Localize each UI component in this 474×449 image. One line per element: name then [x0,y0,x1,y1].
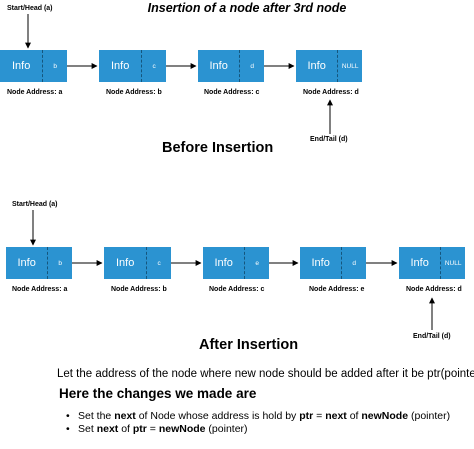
node-next-pointer: c [157,259,161,267]
code-next: next [325,410,347,422]
node-info: Info [99,50,143,82]
after-start-label: Start/Head (a) [12,201,58,208]
before-end-label: End/Tail (d) [310,136,348,143]
before-address-b: Node Address: b [106,89,162,96]
after-node-d: Info NULL [399,247,465,279]
explanation-text: Let the address of the node where new no… [57,368,474,380]
after-node-b: Info c [104,247,171,279]
after-address-c: Node Address: c [209,286,265,293]
node-next-pointer: NULL [444,259,462,267]
text-part: (pointer) [408,410,451,422]
text-part: Set [78,423,97,435]
after-node-c: Info e [203,247,269,279]
after-address-e: Node Address: e [309,286,365,293]
node-info: Info [198,50,241,82]
node-next-pointer: d [352,259,356,267]
node-info: Info [300,247,343,279]
before-section-title: Before Insertion [162,140,274,156]
node-info: Info [6,247,49,279]
node-info: Info [399,247,442,279]
node-next-pointer: c [152,62,156,70]
node-info: Info [104,247,148,279]
text-part: = [146,423,159,435]
before-node-d: Info NULL [296,50,362,82]
code-newnode: newNode [158,423,206,435]
text-part: of [118,423,133,435]
before-start-label: Start/Head (a) [7,5,53,12]
code-ptr: ptr [299,410,314,422]
change-item-1: Set the next of Node whose address is ho… [64,410,450,423]
node-info: Info [296,50,339,82]
code-newnode: newNode [361,410,409,422]
after-address-d: Node Address: d [406,286,462,293]
before-node-a: Info b [0,50,67,82]
after-node-e: Info d [300,247,366,279]
code-next: next [96,423,119,435]
before-node-b: Info c [99,50,166,82]
code-ptr: ptr [132,423,147,435]
node-next-pointer: b [53,62,57,70]
after-node-a: Info b [6,247,72,279]
after-address-b: Node Address: b [111,286,167,293]
code-next: next [114,410,136,422]
before-address-a: Node Address: a [7,89,63,96]
text-part: of Node whose address is hold by [135,410,300,422]
before-node-c: Info d [198,50,264,82]
after-section-title: After Insertion [199,337,299,353]
before-address-c: Node Address: c [204,89,260,96]
after-address-a: Node Address: a [12,286,68,293]
node-next-pointer: d [250,62,254,70]
node-next-pointer: b [58,259,62,267]
change-item-2: Set next of ptr = newNode (pointer) [64,423,450,436]
after-end-label: End/Tail (d) [413,333,451,340]
node-next-pointer: NULL [341,62,359,70]
text-part: of [346,410,362,422]
changes-title: Here the changes we made are [59,386,257,401]
node-next-pointer: e [255,259,259,267]
changes-list: Set the next of Node whose address is ho… [64,410,450,436]
text-part: (pointer) [205,423,248,435]
text-part: Set the [78,410,115,422]
node-info: Info [203,247,246,279]
before-address-d: Node Address: d [303,89,359,96]
node-info: Info [0,50,44,82]
text-part: = [313,410,326,422]
diagram-title: Insertion of a node after 3rd node [147,1,347,15]
